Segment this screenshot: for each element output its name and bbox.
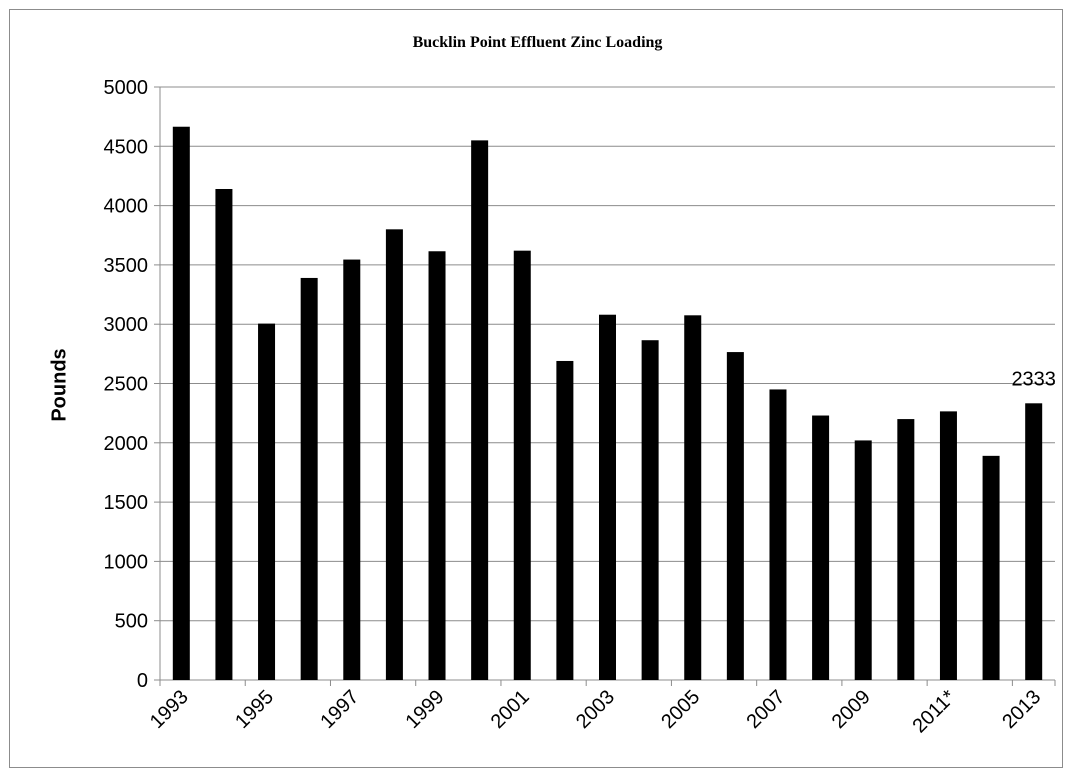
x-tick-label: 1999 [402, 686, 449, 733]
bar [301, 278, 318, 680]
x-tick-label: 2013 [998, 686, 1045, 733]
y-tick-label: 3500 [104, 255, 149, 277]
y-tick-label: 1000 [104, 551, 149, 573]
x-tick-label: 2001 [487, 686, 534, 733]
bar [173, 127, 190, 680]
bar [343, 260, 360, 680]
data-label: 2333 [1011, 368, 1056, 390]
x-tick-label: 1995 [231, 686, 278, 733]
bar [429, 251, 446, 680]
y-tick-label: 1500 [104, 492, 149, 514]
y-tick-label: 2000 [104, 433, 149, 455]
bar [215, 189, 232, 680]
x-tick-label: 1997 [316, 686, 363, 733]
bar [983, 456, 1000, 680]
y-tick-label: 4500 [104, 136, 149, 158]
x-tick-label: 2007 [742, 686, 789, 733]
y-tick-label: 0 [137, 670, 148, 692]
bar [386, 229, 403, 680]
bar [812, 416, 829, 680]
bar [471, 140, 488, 680]
bar [769, 389, 786, 680]
bar [727, 352, 744, 680]
x-tick-label: 2003 [572, 686, 619, 733]
bar [514, 251, 531, 680]
y-tick-label: 500 [115, 611, 148, 633]
bar [940, 411, 957, 680]
bar [1025, 403, 1042, 680]
y-tick-label: 4000 [104, 196, 149, 218]
bar [684, 315, 701, 680]
x-tick-label: 2005 [657, 686, 704, 733]
bar [897, 419, 914, 680]
bar [556, 361, 573, 680]
x-tick-label: 1993 [146, 686, 193, 733]
bar [855, 440, 872, 680]
y-tick-label: 2500 [104, 374, 149, 396]
y-tick-label: 5000 [104, 77, 149, 99]
bar [599, 315, 616, 680]
y-tick-label: 3000 [104, 314, 149, 336]
x-tick-label: 2011* [909, 686, 961, 738]
bar [258, 324, 275, 680]
bar [642, 340, 659, 680]
x-tick-label: 2009 [828, 686, 875, 733]
